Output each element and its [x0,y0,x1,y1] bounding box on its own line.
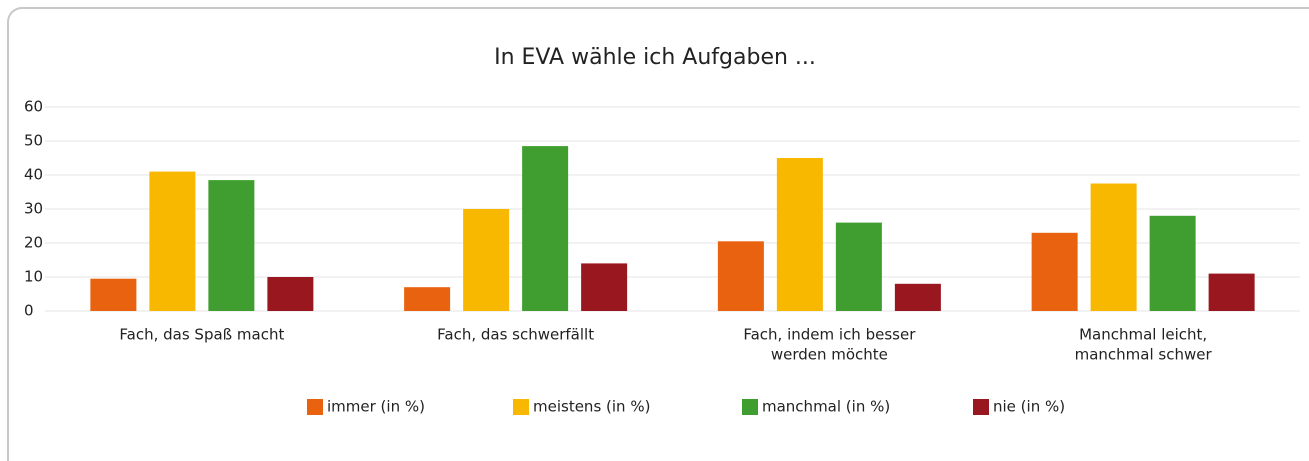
y-tick-label: 30 [24,200,43,218]
y-tick-label: 60 [24,98,43,116]
bar [776,158,823,311]
legend-label: nie (in %) [993,398,1065,416]
y-tick-label: 20 [24,234,43,252]
legend-label: meistens (in %) [533,398,650,416]
bar [208,180,255,311]
bar [1208,273,1255,311]
legend-label: manchmal (in %) [762,398,890,416]
bar [522,146,569,311]
legend-swatch [973,399,989,415]
x-tick-label: Manchmal leicht, [1079,326,1207,344]
legend-swatch [742,399,758,415]
bar [717,241,764,311]
bar [1031,232,1078,311]
y-tick-label: 0 [24,302,34,320]
y-tick-label: 40 [24,166,43,184]
bar [1149,215,1196,311]
chart-title: In EVA wähle ich Aufgaben ... [494,45,816,70]
bar [463,209,510,311]
x-tick-label: Fach, das Spaß macht [119,326,284,344]
bar [581,263,628,311]
legend-swatch [307,399,323,415]
x-tick-label: werden möchte [771,346,888,364]
x-tick-label: Fach, indem ich besser [743,326,916,344]
bar [404,287,451,311]
bar [1090,183,1137,311]
bar [90,278,137,311]
bar [894,283,941,311]
bar [149,171,196,311]
chart-frame [7,7,1309,461]
legend-swatch [513,399,529,415]
x-tick-label: manchmal schwer [1075,346,1213,364]
legend-label: immer (in %) [327,398,425,416]
y-tick-label: 10 [24,268,43,286]
x-tick-label: Fach, das schwerfällt [437,326,594,344]
bar [267,277,314,311]
y-tick-label: 50 [24,132,43,150]
bar [835,222,882,311]
